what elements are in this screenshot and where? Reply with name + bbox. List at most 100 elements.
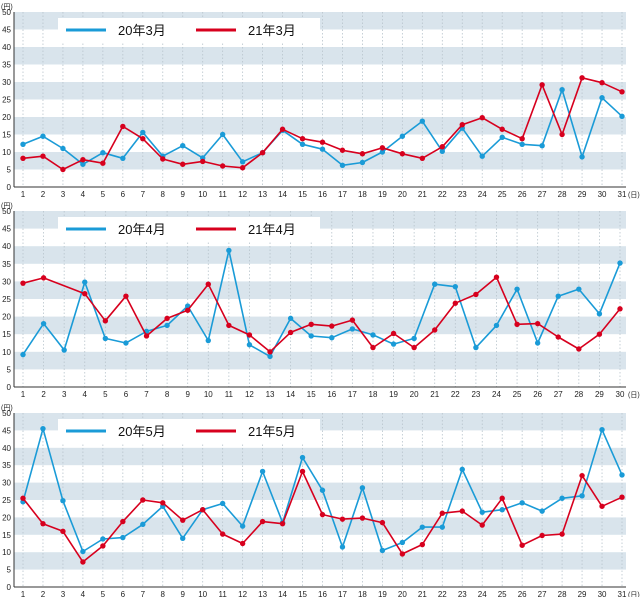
x-tick-label: 24	[492, 390, 501, 399]
y-tick-label: 45	[2, 426, 11, 435]
y-tick-label: 20	[2, 513, 11, 522]
data-point	[180, 143, 186, 149]
data-point	[219, 500, 226, 507]
data-point	[120, 123, 126, 130]
x-tick-label: 1	[21, 390, 26, 399]
data-point	[308, 333, 314, 339]
x-unit-label: (日)	[628, 591, 640, 597]
data-point	[349, 317, 356, 323]
x-tick-label: 27	[538, 190, 547, 199]
x-tick-label: 15	[307, 390, 316, 399]
x-tick-label: 10	[204, 390, 213, 399]
data-point	[559, 131, 565, 138]
data-point	[20, 155, 26, 161]
x-tick-label: 18	[369, 390, 378, 399]
data-point	[370, 332, 376, 338]
x-tick-label: 26	[518, 190, 527, 199]
x-tick-label: 6	[124, 390, 129, 399]
data-point	[267, 349, 273, 355]
data-point	[419, 541, 426, 548]
x-tick-label: 25	[498, 590, 507, 597]
x-tick-label: 22	[438, 190, 447, 199]
x-tick-label: 16	[318, 190, 327, 199]
data-point	[299, 141, 306, 147]
data-point	[576, 286, 582, 292]
x-tick-label: 31	[618, 190, 627, 199]
x-tick-label: 24	[478, 190, 487, 199]
data-point	[534, 340, 541, 346]
data-point	[20, 351, 26, 358]
data-point	[123, 340, 129, 346]
y-tick-label: 0	[7, 383, 12, 392]
data-point	[619, 89, 625, 95]
x-tick-label: 21	[418, 590, 427, 597]
x-unit-label: (日)	[628, 191, 640, 199]
x-tick-label: 22	[438, 590, 447, 597]
y-tick-label: 35	[2, 260, 11, 269]
x-tick-label: 21	[430, 390, 439, 399]
x-tick-label: 15	[298, 190, 307, 199]
data-point	[287, 315, 294, 322]
data-point	[226, 247, 232, 254]
x-tick-label: 1	[21, 590, 26, 597]
x-tick-label: 13	[266, 390, 275, 399]
data-point	[100, 150, 106, 156]
data-point	[559, 495, 565, 501]
data-point	[219, 531, 226, 537]
x-tick-label: 9	[185, 390, 190, 399]
data-point	[514, 321, 520, 328]
data-point	[80, 559, 86, 565]
x-tick-label: 6	[121, 190, 126, 199]
data-point	[329, 335, 335, 341]
data-point	[479, 115, 485, 121]
data-point	[140, 136, 146, 142]
data-point	[579, 154, 585, 160]
y-tick-label: 50	[2, 8, 11, 17]
y-tick-label: 10	[2, 548, 11, 557]
data-point	[299, 468, 306, 475]
data-point	[319, 487, 326, 493]
data-point	[499, 507, 505, 513]
data-point	[123, 293, 129, 299]
data-point	[308, 321, 314, 328]
x-tick-label: 18	[358, 590, 367, 597]
data-point	[459, 508, 465, 514]
y-tick-label: 30	[2, 479, 11, 488]
x-tick-label: 23	[471, 390, 480, 399]
data-point	[555, 293, 561, 299]
data-point	[279, 126, 286, 132]
data-point	[259, 150, 266, 156]
data-point	[619, 472, 625, 478]
data-point	[319, 139, 326, 145]
data-point	[80, 161, 86, 167]
data-point	[519, 542, 525, 548]
y-tick-label: 45	[2, 225, 11, 234]
grid-band	[14, 447, 626, 466]
data-point	[60, 166, 66, 173]
data-point	[399, 151, 406, 157]
x-tick-label: 19	[378, 590, 387, 597]
data-point	[140, 497, 146, 503]
x-tick-label: 7	[141, 190, 146, 199]
data-point	[519, 136, 525, 142]
data-point	[80, 548, 86, 555]
x-tick-label: 15	[298, 590, 307, 597]
grid-band	[14, 82, 626, 100]
data-point	[539, 532, 545, 539]
data-point	[519, 141, 525, 147]
data-point	[555, 334, 561, 340]
data-point	[439, 148, 445, 154]
x-tick-label: 9	[181, 190, 186, 199]
data-point	[539, 143, 545, 149]
x-tick-label: 16	[318, 590, 327, 597]
y-tick-label: 5	[7, 166, 12, 175]
x-tick-label: 30	[598, 590, 607, 597]
data-point	[534, 320, 541, 327]
x-tick-label: 29	[595, 390, 604, 399]
data-point	[160, 500, 166, 506]
y-tick-label: 10	[2, 348, 11, 357]
data-point	[390, 330, 397, 337]
y-tick-label: 5	[7, 365, 12, 374]
data-point	[160, 156, 166, 162]
x-tick-label: 12	[238, 590, 247, 597]
